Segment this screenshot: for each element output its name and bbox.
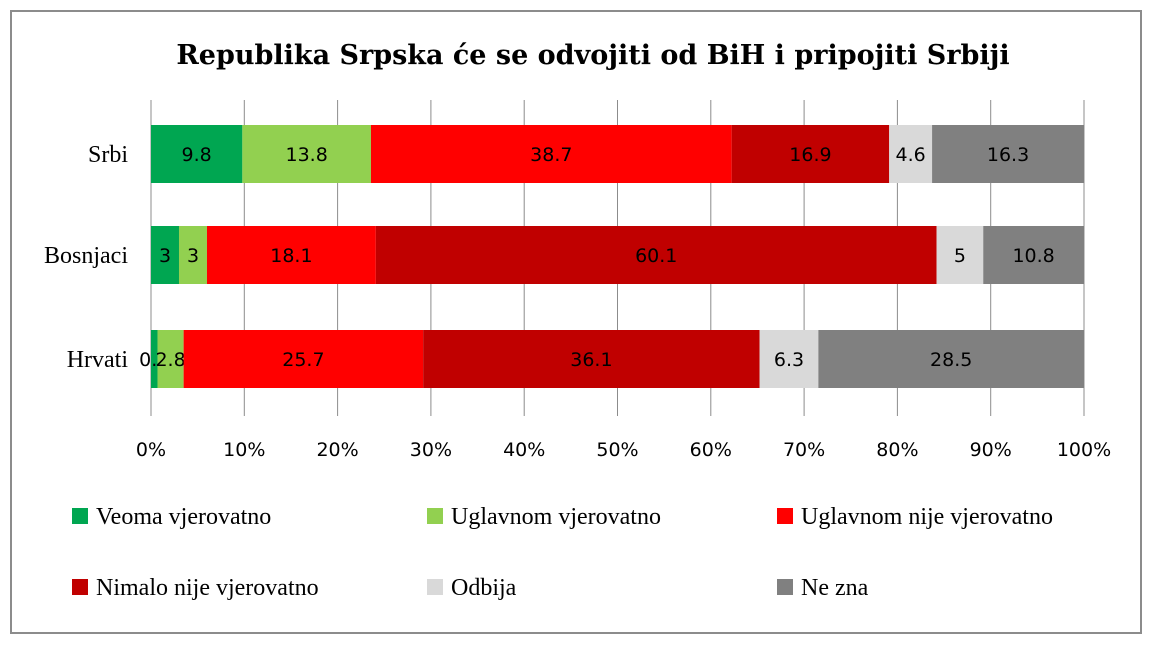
data-label: 2.8 — [155, 349, 185, 371]
bar-segment — [151, 125, 243, 183]
legend-swatch — [427, 579, 443, 595]
tick-label: 10% — [223, 439, 265, 461]
tick-label: 40% — [503, 439, 545, 461]
legend: Veoma vjerovatno Uglavnom vjerovatno Uglav… — [72, 504, 1053, 601]
category-label: Hrvati — [67, 347, 129, 373]
category-labels: Srbi Bosnjaci Hrvati — [44, 142, 128, 373]
x-axis-ticks: 0% 10% 20% 30% 40% 50% 60% 70% 80% 90% 100% — [136, 439, 1111, 461]
data-label: 9.8 — [182, 144, 212, 166]
tick-label: 80% — [876, 439, 918, 461]
bar-segment — [983, 226, 1084, 284]
tick-label: 90% — [970, 439, 1012, 461]
bar-segment — [206, 226, 376, 284]
tick-label: 70% — [783, 439, 825, 461]
tick-label: 30% — [410, 439, 452, 461]
data-label: 10.8 — [1012, 245, 1054, 267]
category-label: Srbi — [88, 142, 128, 168]
tick-label: 60% — [690, 439, 732, 461]
legend-label: Nimalo nije vjerovatno — [96, 575, 319, 601]
data-label: 3 — [187, 245, 199, 267]
legend-swatch — [72, 508, 88, 524]
bar-segment — [178, 226, 207, 284]
bar-segment — [242, 125, 371, 183]
legend-label: Uglavnom vjerovatno — [451, 504, 661, 530]
bar-segment — [889, 125, 933, 183]
bar-segment — [151, 330, 158, 388]
bar-segment — [759, 330, 819, 388]
legend-swatch — [777, 579, 793, 595]
bar-segment — [375, 226, 937, 284]
data-label: 16.9 — [789, 144, 831, 166]
bar-segment — [818, 330, 1084, 388]
data-label: 5 — [954, 245, 966, 267]
tick-label: 0% — [136, 439, 166, 461]
legend-swatch — [427, 508, 443, 524]
legend-swatch — [777, 508, 793, 524]
bar-segment — [932, 125, 1084, 183]
bar-segment — [151, 226, 179, 284]
data-label: 4.6 — [896, 144, 926, 166]
chart-title: Republika Srpska će se odvojiti od BiH i… — [176, 40, 1009, 71]
bars: 9.8 13.8 38.7 16.9 4.6 16.33 3 18.1 60.1 5 10.80.7… — [139, 125, 1084, 388]
data-label: 36.1 — [570, 349, 612, 371]
data-label: 60.1 — [635, 245, 677, 267]
bar-segment — [157, 330, 184, 388]
category-label: Bosnjaci — [44, 243, 128, 269]
legend-label: Ne zna — [801, 575, 869, 601]
data-label: 16.3 — [987, 144, 1029, 166]
bar-segment — [936, 226, 984, 284]
data-label: 28.5 — [930, 349, 972, 371]
tick-label: 20% — [316, 439, 358, 461]
data-label: 6.3 — [774, 349, 804, 371]
data-label: 38.7 — [530, 144, 572, 166]
legend-label: Odbija — [451, 575, 517, 601]
legend-label: Uglavnom nije vjerovatno — [801, 504, 1053, 530]
bar-segment — [370, 125, 732, 183]
data-label: 3 — [159, 245, 171, 267]
bar-segment — [183, 330, 424, 388]
data-label: 25.7 — [282, 349, 324, 371]
data-label: 13.8 — [285, 144, 327, 166]
chart-frame — [10, 10, 1142, 634]
tick-label: 100% — [1057, 439, 1111, 461]
bar-segment — [423, 330, 760, 388]
data-label: 18.1 — [270, 245, 312, 267]
tick-label: 50% — [596, 439, 638, 461]
bar-segment — [731, 125, 890, 183]
legend-label: Veoma vjerovatno — [96, 504, 271, 530]
legend-swatch — [72, 579, 88, 595]
